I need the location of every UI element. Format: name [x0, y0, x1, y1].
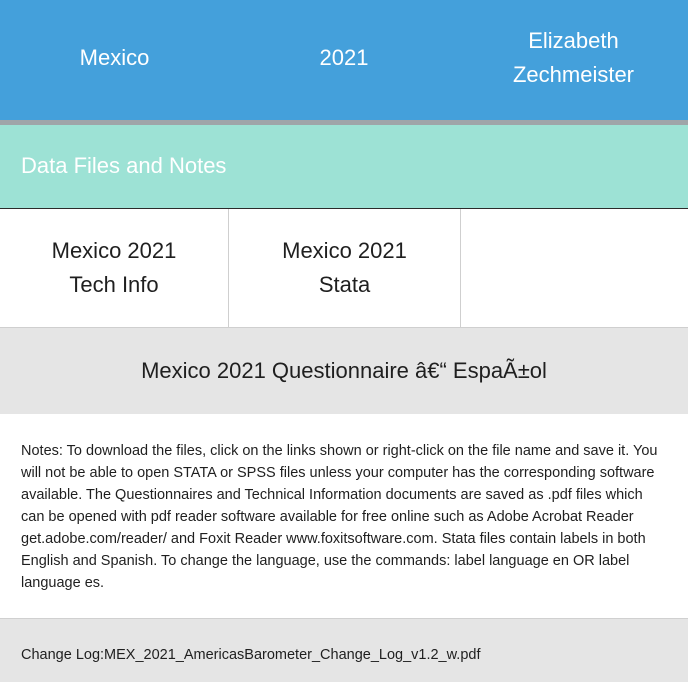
section-band: Data Files and Notes: [0, 125, 688, 209]
empty-file-cell: [461, 209, 688, 327]
author-cell: Elizabeth Zechmeister: [459, 0, 688, 116]
section-title: Data Files and Notes: [21, 153, 227, 178]
tech-info-link[interactable]: Mexico 2021 Tech Info: [0, 209, 228, 327]
changelog-row: Change Log:MEX_2021_AmericasBarometer_Ch…: [0, 618, 688, 682]
stata-link-line2: Stata: [318, 272, 371, 297]
questionnaire-link[interactable]: Mexico 2021 Questionnaire â€“ EspaÃ±ol: [0, 328, 688, 414]
header-divider: [0, 120, 688, 125]
country-label: Mexico: [79, 45, 150, 70]
header-row: Mexico 2021 Elizabeth Zechmeister: [0, 0, 688, 120]
notes-text: Notes: To download the files, click on t…: [21, 443, 658, 591]
tech-info-link-line2: Tech Info: [69, 272, 159, 297]
author-last-name: Zechmeister: [512, 62, 635, 87]
changelog-link[interactable]: Change Log:MEX_2021_AmericasBarometer_Ch…: [21, 647, 481, 663]
notes-section: Notes: To download the files, click on t…: [0, 414, 688, 618]
files-divider-1: [228, 209, 229, 327]
author-first-name: Elizabeth: [528, 28, 619, 53]
year-label: 2021: [319, 45, 369, 70]
questionnaire-label: Mexico 2021 Questionnaire â€“ EspaÃ±ol: [141, 358, 547, 383]
country-cell: Mexico: [0, 0, 229, 116]
stata-link[interactable]: Mexico 2021 Stata: [229, 209, 460, 327]
year-cell: 2021: [229, 0, 459, 116]
files-row: Mexico 2021 Tech Info Mexico 2021 Stata: [0, 209, 688, 328]
files-divider-2: [460, 209, 461, 327]
tech-info-link-line1: Mexico 2021: [51, 238, 177, 263]
stata-link-line1: Mexico 2021: [282, 238, 407, 263]
